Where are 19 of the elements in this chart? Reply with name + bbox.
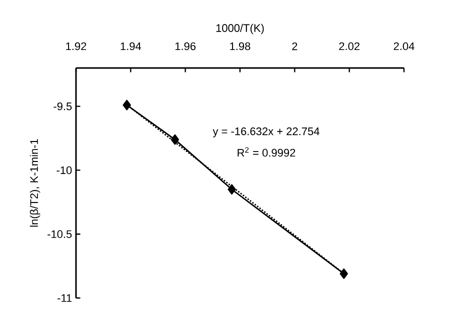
x-tick-label: 1.94 bbox=[120, 42, 142, 50]
y-tick-label: -11 bbox=[58, 294, 72, 302]
x-tick-label: 2.04 bbox=[394, 42, 414, 50]
point bbox=[340, 268, 348, 279]
y-tick-label: -10.5 bbox=[48, 230, 72, 238]
point bbox=[122, 100, 131, 110]
x-tick-label: 2.02 bbox=[339, 42, 360, 50]
x-tick-label: 1.96 bbox=[175, 42, 196, 50]
annotation: y = -16.632x + 22.754 bbox=[212, 127, 320, 138]
point bbox=[228, 184, 236, 195]
annotation: R$^{2}$ = 0.9992 bbox=[238, 147, 296, 157]
x-tick-label: 2 bbox=[292, 42, 298, 50]
y-tick-label: -10 bbox=[56, 166, 72, 174]
x-axis-title: 1000/T(K) bbox=[216, 24, 264, 34]
y-axis-title: ln(β/T2), K-1min-1 bbox=[30, 139, 40, 227]
point bbox=[170, 134, 180, 145]
x-tick-label: 1.92 bbox=[66, 42, 86, 50]
y-tick-label: -9.5 bbox=[54, 102, 72, 110]
x-tick-label: 1.98 bbox=[230, 42, 250, 50]
